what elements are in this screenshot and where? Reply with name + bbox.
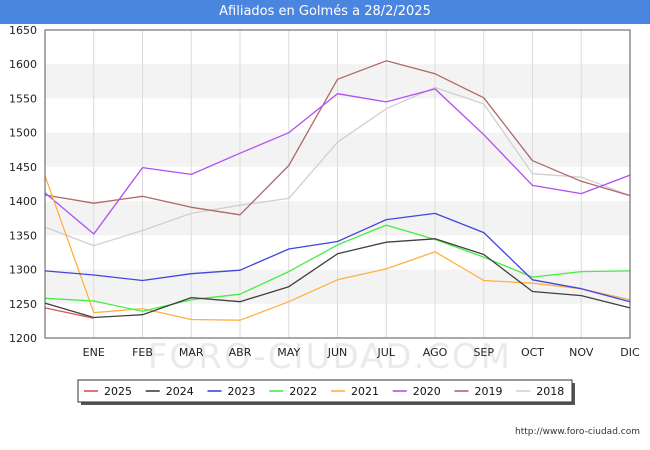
x-tick-labels: ENE FEB MAR ABR MAY JUN JUL AGO SEP OCT NOV DIC <box>83 346 640 359</box>
x-tick-label: ENE <box>83 346 105 359</box>
x-tick-label: ABR <box>229 346 252 359</box>
source-url: http://www.foro-ciudad.com <box>515 427 640 437</box>
x-tick-label: JUL <box>377 346 396 359</box>
legend-label-2019: 2019 <box>475 385 503 398</box>
y-tick-label: 1600 <box>9 58 37 71</box>
legend-label-2022: 2022 <box>289 385 317 398</box>
series-line-2019 <box>44 60 631 216</box>
legend-box <box>77 379 573 403</box>
y-tick-label: 1450 <box>9 161 37 174</box>
series-line-2018 <box>44 86 631 247</box>
legend-label-2018: 2018 <box>536 385 564 398</box>
y-tick-label: 1500 <box>9 127 37 140</box>
x-tick-label: MAR <box>179 346 204 359</box>
y-tick-label: 1250 <box>9 298 37 311</box>
x-tick-label: FEB <box>132 346 153 359</box>
axes <box>44 29 631 339</box>
y-tick-label: 1200 <box>9 332 37 345</box>
legend-label-2023: 2023 <box>228 385 256 398</box>
legend-label-2021: 2021 <box>351 385 379 398</box>
watermark: FORO-CIUDAD.COM <box>148 337 512 377</box>
x-tick-label: DIC <box>620 346 640 359</box>
x-tick-label: JUN <box>327 346 348 359</box>
legend-label-2024: 2024 <box>166 385 194 398</box>
x-tick-label: SEP <box>473 346 494 359</box>
x-tick-label: MAY <box>277 346 300 359</box>
plot-frame <box>44 29 631 339</box>
y-tick-label: 1550 <box>9 92 37 105</box>
series-line-2023 <box>44 212 631 303</box>
x-tick-label: NOV <box>569 346 594 359</box>
y-tick-label: 1350 <box>9 229 37 242</box>
series-line-2021 <box>44 175 631 321</box>
x-tick-label: AGO <box>423 346 448 359</box>
legend-label-2020: 2020 <box>413 385 441 398</box>
series-lines <box>44 60 631 321</box>
y-tick-label: 1650 <box>9 24 37 37</box>
legend-label-2025: 2025 <box>104 385 132 398</box>
chart-title: Afiliados en Golmés a 28/2/2025 <box>0 0 650 24</box>
legend: 2025 2024 2023 2022 2021 2020 2019 2018 <box>77 379 575 405</box>
y-tick-label: 1400 <box>9 195 37 208</box>
series-line-2025 <box>44 307 94 319</box>
y-tick-labels: 1200 1250 1300 1350 1400 1450 1500 1550 1600 1650 <box>9 24 37 345</box>
x-tick-label: OCT <box>521 346 544 359</box>
series-line-2024 <box>44 238 631 319</box>
y-tick-label: 1300 <box>9 264 37 277</box>
series-line-2020 <box>44 88 631 235</box>
series-line-2022 <box>44 224 631 312</box>
